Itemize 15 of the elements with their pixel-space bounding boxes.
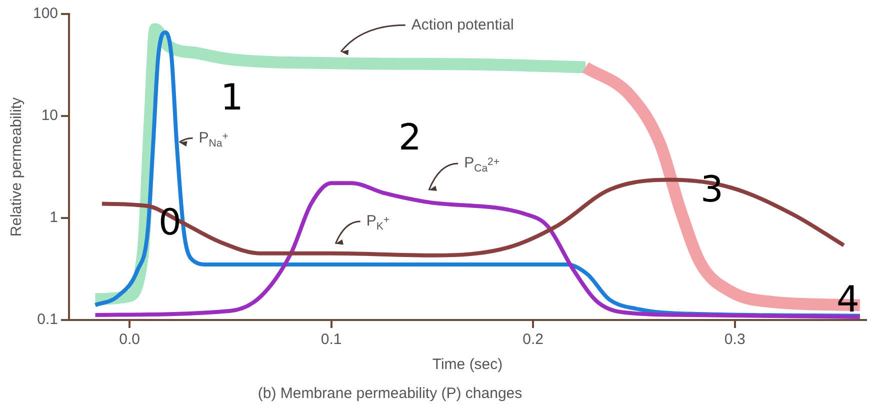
annotation: 1 (220, 77, 244, 118)
x-axis-title: Time (sec) (432, 356, 503, 374)
y-tick-label: 1 (50, 209, 58, 226)
text: Action potential (411, 16, 514, 34)
y-tick-label: 0.1 (37, 311, 58, 328)
x-tick-label: 0.1 (320, 331, 342, 348)
y-tick-label: 100 (32, 5, 58, 22)
text: (b) Membrane permeability (P) changes (258, 385, 522, 402)
y-axis-title: Relative permeability (8, 96, 26, 237)
x-tick-label: 0.0 (119, 331, 140, 348)
annotation: 4 (836, 279, 860, 320)
x-tick-label: 0.2 (522, 331, 544, 348)
annotation: 2 (398, 117, 422, 158)
y-tick-label: 10 (41, 107, 58, 124)
x-tick-label: 0.3 (724, 331, 746, 348)
